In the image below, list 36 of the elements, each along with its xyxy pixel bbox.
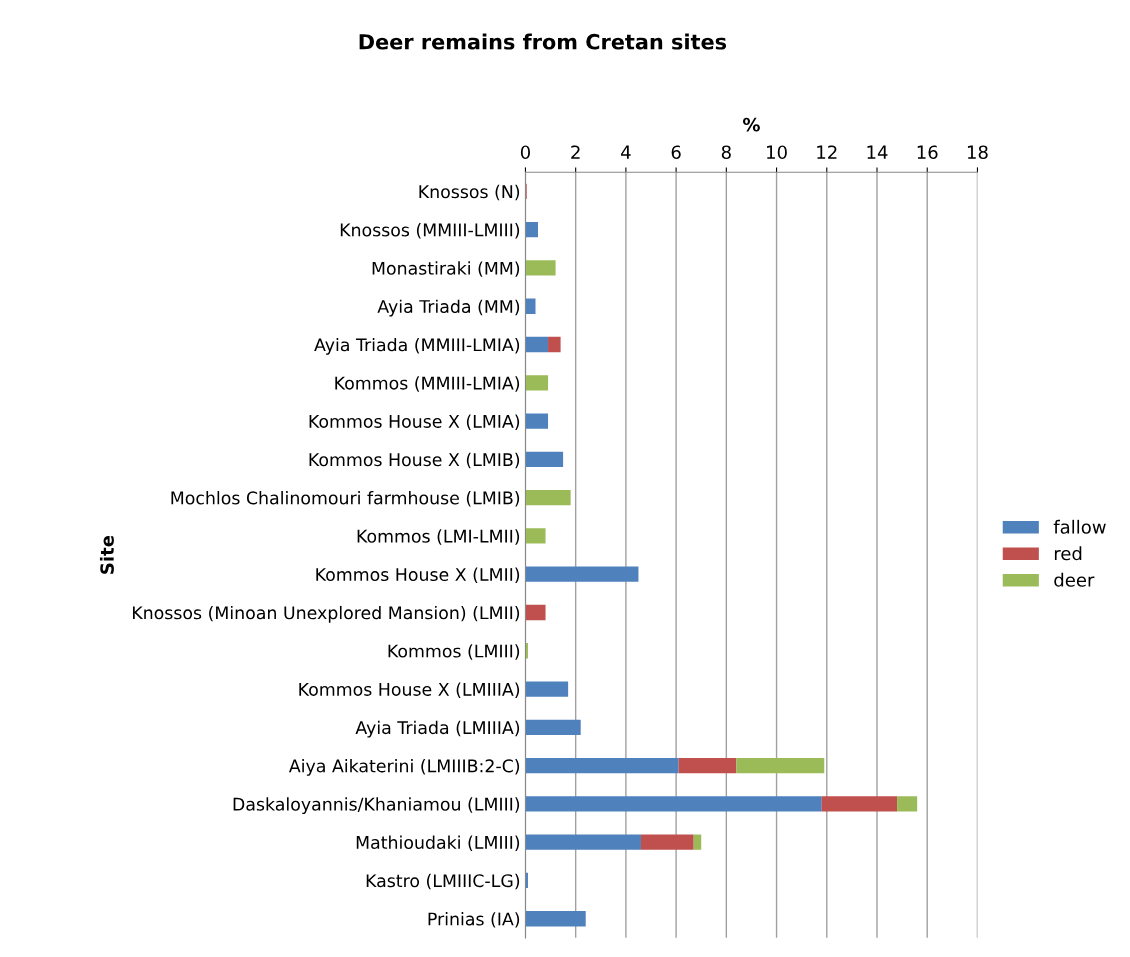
legend-label: red <box>1054 546 1082 561</box>
y-tick-label: Kommos House X (LMII) <box>316 567 520 584</box>
x-axis-title: % <box>742 117 760 132</box>
x-tick-label: 0 <box>520 145 530 160</box>
y-axis-title: Site <box>99 535 114 574</box>
y-tick-label: Mochlos Chalinomouri farmhouse (LMIB) <box>171 491 520 507</box>
x-tick-label: 14 <box>867 145 888 159</box>
y-tick-label: Knossos (Minoan Unexplored Mansion) (LMII) <box>133 605 520 623</box>
x-tick-label: 6 <box>671 145 681 160</box>
y-tick-label: Knossos (N) <box>419 184 520 201</box>
x-tick-label: 12 <box>817 145 837 159</box>
y-tick-label: Ayia Triada (MMIII-LMIA) <box>314 337 520 355</box>
y-tick-label: Kommos House X (LMIA) <box>309 414 520 430</box>
legend-label: fallow <box>1053 519 1106 534</box>
y-tick-label: Kommos (LMI-LMII) <box>357 529 520 545</box>
y-tick-label: Monastiraki (MM) <box>372 261 520 277</box>
y-tick-label: Kommos (MMIII-LMIA) <box>335 376 520 392</box>
y-tick-label: Daskaloyannis/Khaniamou (LMIII) <box>233 797 520 815</box>
y-tick-label: Prinias (IA) <box>428 912 520 928</box>
legend-label: deer <box>1054 572 1095 587</box>
x-tick-label: 4 <box>621 145 631 159</box>
x-tick-label: 10 <box>767 145 787 160</box>
x-tick-label: 18 <box>967 145 988 160</box>
y-tick-label: Mathioudaki (LMIII) <box>356 835 520 852</box>
y-tick-label: Kastro (LMIIIC-LG) <box>366 873 520 890</box>
y-tick-label: Ayia Triada (LMIIIA) <box>355 720 520 738</box>
x-tick-label: 16 <box>917 145 938 160</box>
y-tick-label: Knossos (MMIII-LMIII) <box>340 223 520 239</box>
chart-title: Deer remains from Cretan sites <box>359 33 727 50</box>
y-tick-label: Kommos (LMIII) <box>388 644 520 660</box>
x-tick-label: 2 <box>571 145 580 159</box>
y-tick-label: Ayia Triada (MM) <box>377 299 520 317</box>
y-tick-label: Kommos House X (LMIIIA) <box>299 682 520 698</box>
y-tick-label: Kommos House X (LMIB) <box>309 452 520 469</box>
y-tick-label: Aiya Aikaterini (LMIIIB:2-C) <box>288 759 520 776</box>
x-tick-label: 8 <box>721 145 731 160</box>
